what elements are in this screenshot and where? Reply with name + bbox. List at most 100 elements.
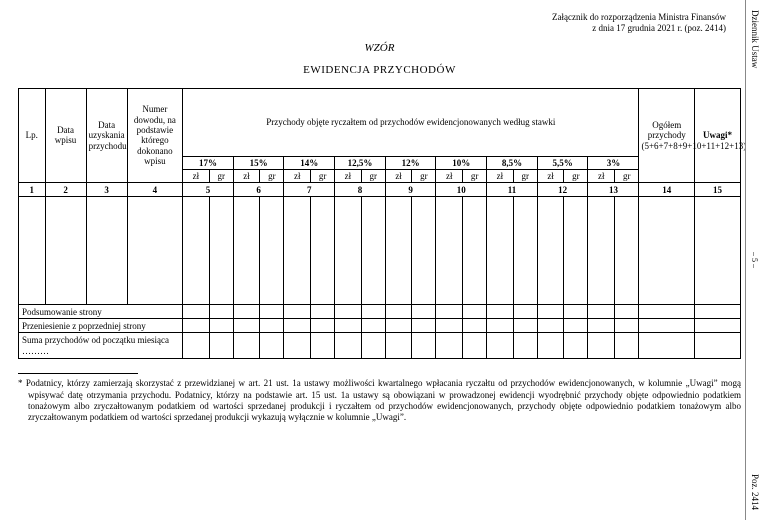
header-row-main: Lp. Data wpisu Data uzyskania przychodu … [19,88,741,156]
annex-block: Załącznik do rozporządzenia Ministra Fin… [18,12,726,34]
coln-1: 1 [19,183,46,197]
coln-9: 9 [385,183,436,197]
cell [233,197,260,305]
h-numer-dowodu: Numer dowodu, na podstawie którego dokon… [127,88,183,183]
h-data-uzyskania: Data uzyskania przychodu [86,88,127,183]
cell [284,319,311,333]
annex-line1: Załącznik do rozporządzenia Ministra Fin… [18,12,726,23]
rate-7: 5,5% [537,156,588,169]
cell [335,319,362,333]
cell [615,305,639,319]
h-lp: Lp. [19,88,46,183]
gr: gr [463,169,487,182]
rate-2: 14% [284,156,335,169]
coln-3: 3 [86,183,127,197]
cell [436,319,463,333]
wzor-label: WZÓR [18,42,741,54]
cell [260,197,284,305]
cell [412,319,436,333]
cell [463,333,487,359]
cell [564,197,588,305]
cell [311,305,335,319]
cell [694,333,740,359]
coln-6: 6 [233,183,284,197]
cell [694,197,740,305]
cell [463,197,487,305]
cell [588,319,615,333]
cell [209,333,233,359]
cell [615,319,639,333]
cell [412,333,436,359]
cell [412,305,436,319]
cell [513,197,537,305]
rate-0: 17% [183,156,234,169]
gr: gr [412,169,436,182]
cell [233,333,260,359]
cell [335,305,362,319]
cell [564,333,588,359]
cell [311,319,335,333]
coln-7: 7 [284,183,335,197]
gr: gr [209,169,233,182]
zl: zł [588,169,615,182]
cell [284,305,311,319]
cell [19,197,46,305]
cell [260,305,284,319]
cell [487,333,514,359]
h-uwagi: Uwagi* [694,88,740,183]
coln-11: 11 [487,183,538,197]
cell [436,305,463,319]
rate-6: 8,5% [487,156,538,169]
rate-3: 12,5% [335,156,386,169]
rate-1: 15% [233,156,284,169]
zl: zł [487,169,514,182]
side-page: – 5 – [750,252,759,268]
h-przychody-group: Przychody objęte ryczałtem od przychodów… [183,88,639,156]
footnote-separator [18,373,138,374]
coln-2: 2 [45,183,86,197]
cell [335,333,362,359]
document-title: EWIDENCJA PRZYCHODÓW [18,64,741,76]
zl: zł [284,169,311,182]
cell [537,333,564,359]
cell [537,305,564,319]
side-journal: Dziennik Ustaw [750,10,760,68]
side-margin: Dziennik Ustaw – 5 – Poz. 2414 [745,0,767,520]
cell [639,197,695,305]
cell [588,333,615,359]
sum-row-1: Podsumowanie strony [19,305,741,319]
sum-label-1: Podsumowanie strony [19,305,183,319]
footnote-text: * Podatnicy, którzy zamierzają skorzysta… [18,378,741,423]
cell [45,197,86,305]
cell [385,305,412,319]
coln-12: 12 [537,183,588,197]
cell [127,197,183,305]
cell [233,319,260,333]
gr: gr [311,169,335,182]
gr: gr [513,169,537,182]
coln-4: 4 [127,183,183,197]
cell [639,305,695,319]
cell [385,197,412,305]
cell [615,333,639,359]
gr: gr [361,169,385,182]
cell [436,333,463,359]
cell [260,333,284,359]
cell [209,305,233,319]
cell [183,305,210,319]
rate-4: 12% [385,156,436,169]
cell [385,333,412,359]
cell [412,197,436,305]
column-number-row: 1 2 3 4 5 6 7 8 9 10 11 12 13 14 15 [19,183,741,197]
cell [487,305,514,319]
cell [639,333,695,359]
cell [694,319,740,333]
cell [513,319,537,333]
cell [311,333,335,359]
gr: gr [260,169,284,182]
annex-line2: z dnia 17 grudnia 2021 r. (poz. 2414) [18,23,726,34]
empty-body-row [19,197,741,305]
cell [209,319,233,333]
coln-10: 10 [436,183,487,197]
h-ogolem: Ogółem przychody (5+6+7+8+9+10+11+12+13) [639,88,695,183]
